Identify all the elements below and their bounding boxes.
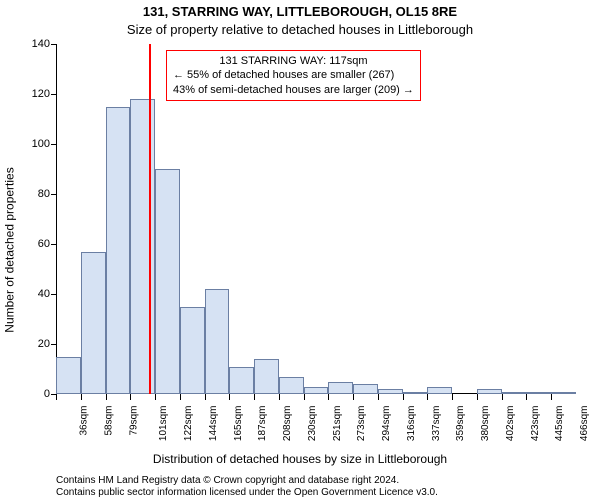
y-tick-label: 120 [16,88,50,100]
x-tick-label: 402sqm [505,406,516,442]
x-tick-mark [229,394,230,400]
y-tick-mark [51,294,56,295]
x-tick-mark [452,394,453,400]
histogram-bar [353,384,378,394]
x-tick-label: 251sqm [332,406,343,442]
x-tick-mark [477,394,478,400]
histogram-bar [551,392,576,395]
annotation-line: 43% of semi-detached houses are larger (… [173,83,414,97]
x-tick-label: 187sqm [257,406,268,442]
x-tick-mark [403,394,404,400]
y-tick-label: 140 [16,38,50,50]
x-tick-mark [328,394,329,400]
histogram-bar [526,392,551,395]
x-tick-label: 208sqm [282,406,293,442]
x-tick-mark [378,394,379,400]
x-axis-label: Distribution of detached houses by size … [0,452,600,466]
x-tick-label: 316sqm [406,406,417,442]
x-tick-label: 165sqm [233,406,244,442]
x-tick-label: 58sqm [103,406,114,436]
x-tick-mark [180,394,181,400]
y-axis-label: Number of detached properties [2,0,18,500]
histogram-bar [304,387,329,395]
x-tick-mark [155,394,156,400]
histogram-bar [81,252,106,395]
histogram-bar [106,107,131,395]
x-tick-label: 337sqm [431,406,442,442]
x-tick-mark [551,394,552,400]
x-tick-mark [205,394,206,400]
chart-title: Size of property relative to detached ho… [0,22,600,37]
x-tick-label: 36sqm [79,406,90,436]
histogram-bar [378,389,403,394]
y-tick-mark [51,244,56,245]
x-tick-label: 466sqm [579,406,590,442]
y-tick-mark [51,44,56,45]
annotation-box: 131 STARRING WAY: 117sqm← 55% of detache… [166,50,421,101]
y-tick-mark [51,94,56,95]
reference-line [149,44,151,394]
x-tick-label: 294sqm [381,406,392,442]
credit-line-1: Contains HM Land Registry data © Crown c… [56,475,399,486]
histogram-bar [279,377,304,395]
x-tick-label: 423sqm [530,406,541,442]
x-tick-mark [304,394,305,400]
x-tick-mark [353,394,354,400]
annotation-line: ← 55% of detached houses are smaller (26… [173,68,414,82]
x-tick-label: 273sqm [356,406,367,442]
x-tick-label: 445sqm [555,406,566,442]
chart-supertitle: 131, STARRING WAY, LITTLEBOROUGH, OL15 8… [0,4,600,19]
histogram-bar [502,392,527,395]
x-tick-mark [81,394,82,400]
histogram-bar [205,289,230,394]
histogram-bar [477,389,502,394]
y-tick-label: 0 [16,388,50,400]
y-tick-mark [51,344,56,345]
x-tick-label: 122sqm [183,406,194,442]
y-tick-mark [51,194,56,195]
x-tick-label: 79sqm [128,406,139,436]
x-tick-label: 144sqm [208,406,219,442]
x-tick-mark [502,394,503,400]
x-tick-mark [130,394,131,400]
annotation-line: 131 STARRING WAY: 117sqm [173,54,414,68]
histogram-bar [180,307,205,395]
x-tick-mark [106,394,107,400]
x-tick-mark [56,394,57,400]
y-tick-label: 80 [16,188,50,200]
histogram-bar [403,392,428,395]
figure: 131, STARRING WAY, LITTLEBOROUGH, OL15 8… [0,0,600,500]
x-tick-label: 101sqm [158,406,169,442]
x-tick-label: 359sqm [456,406,467,442]
x-tick-mark [279,394,280,400]
y-tick-label: 40 [16,288,50,300]
histogram-bar [155,169,180,394]
x-tick-mark [427,394,428,400]
histogram-bar [229,367,254,395]
histogram-bar [254,359,279,394]
y-tick-label: 60 [16,238,50,250]
x-tick-label: 380sqm [480,406,491,442]
x-tick-label: 230sqm [307,406,318,442]
histogram-bar [427,387,452,395]
y-tick-label: 100 [16,138,50,150]
credit-line-2: Contains public sector information licen… [56,487,438,498]
histogram-bar [328,382,353,395]
histogram-bar [56,357,81,395]
y-tick-mark [51,144,56,145]
x-tick-mark [254,394,255,400]
y-tick-label: 20 [16,338,50,350]
x-tick-mark [526,394,527,400]
plot-area: 02040608010012014036sqm58sqm79sqm101sqm1… [56,44,576,394]
y-axis-label-text: Number of detached properties [3,167,17,332]
